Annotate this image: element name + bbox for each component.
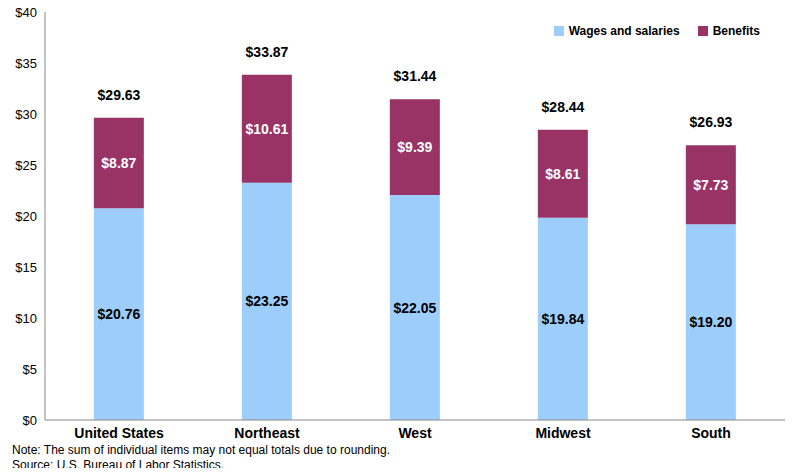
svg-text:$19.20: $19.20 bbox=[689, 314, 732, 330]
svg-text:$33.87: $33.87 bbox=[246, 44, 289, 60]
svg-text:$8.61: $8.61 bbox=[545, 166, 580, 182]
svg-text:$22.05: $22.05 bbox=[393, 300, 436, 316]
svg-text:$5: $5 bbox=[23, 362, 37, 377]
svg-text:$28.44: $28.44 bbox=[542, 99, 585, 115]
svg-text:$23.25: $23.25 bbox=[245, 293, 288, 309]
svg-text:$35: $35 bbox=[15, 56, 37, 71]
svg-text:$19.84: $19.84 bbox=[541, 311, 584, 327]
svg-text:$9.39: $9.39 bbox=[397, 139, 432, 155]
svg-text:$29.63: $29.63 bbox=[98, 87, 141, 103]
svg-text:$8.87: $8.87 bbox=[101, 155, 136, 171]
svg-text:$30: $30 bbox=[15, 107, 37, 122]
svg-text:$25: $25 bbox=[15, 158, 37, 173]
svg-text:$7.73: $7.73 bbox=[693, 177, 728, 193]
svg-text:$10: $10 bbox=[15, 311, 37, 326]
svg-text:Midwest: Midwest bbox=[535, 425, 591, 440]
svg-text:West: West bbox=[398, 425, 432, 440]
svg-text:Northeast: Northeast bbox=[234, 425, 300, 440]
svg-text:$20: $20 bbox=[15, 209, 37, 224]
svg-text:$15: $15 bbox=[15, 260, 37, 275]
svg-text:$26.93: $26.93 bbox=[690, 114, 733, 130]
svg-text:$0: $0 bbox=[23, 413, 37, 428]
html-text:Benefits: Benefits bbox=[712, 24, 760, 38]
html-text:Note: The sum of individual it: Note: The sum of individual items may no… bbox=[12, 443, 390, 457]
svg-text:$40: $40 bbox=[15, 8, 37, 20]
svg-text:United States: United States bbox=[74, 425, 164, 440]
svg-text:$10.61: $10.61 bbox=[245, 121, 288, 137]
html-text:Source: U.S. Bureau of Labor S: Source: U.S. Bureau of Labor Statistics. bbox=[12, 458, 225, 472]
svg-text:$31.44: $31.44 bbox=[394, 68, 437, 84]
svg-text:South: South bbox=[691, 425, 731, 440]
svg-text:$20.76: $20.76 bbox=[97, 306, 140, 322]
html-text:Wages and salaries: Wages and salaries bbox=[568, 24, 680, 38]
